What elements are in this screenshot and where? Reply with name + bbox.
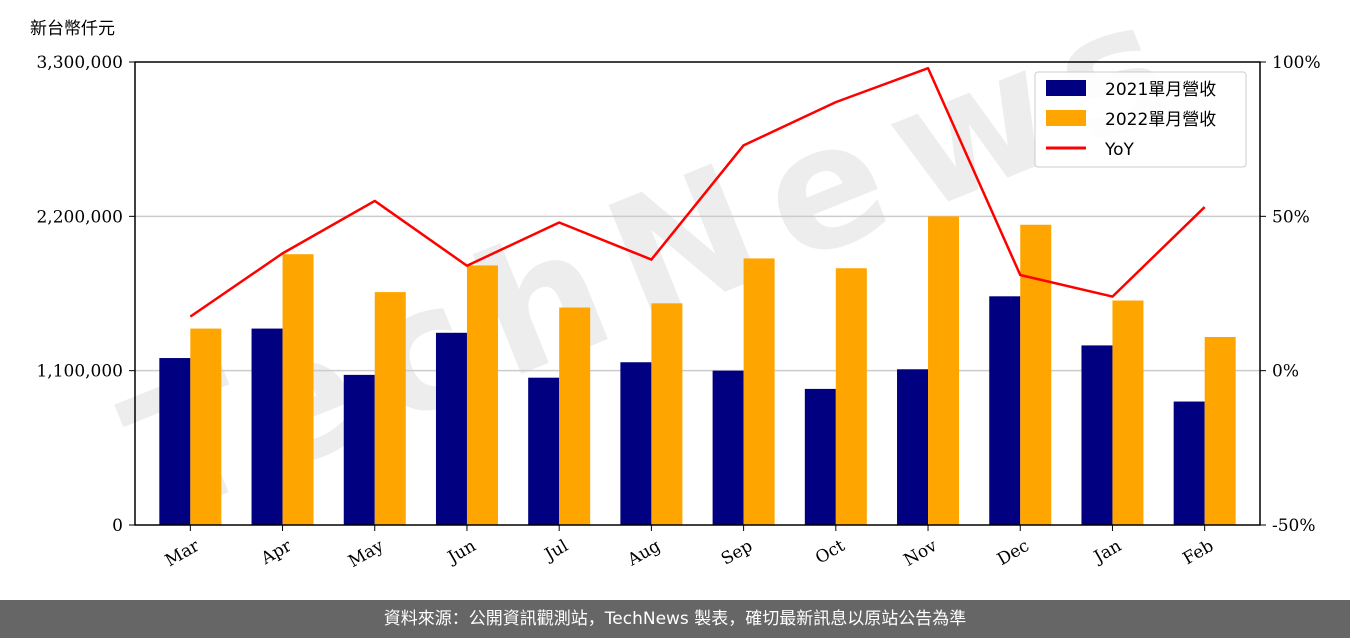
yoy-line: [189, 66, 1206, 318]
x-tick-label: Sep: [718, 536, 756, 570]
plot-frame: [134, 61, 1261, 526]
legend-swatch-2021: [1046, 80, 1086, 96]
legend-label-2021: 2021單月營收: [1105, 80, 1216, 100]
x-tick-label: Jan: [1089, 536, 1125, 568]
x-tick-label: Jun: [443, 536, 480, 569]
legend-label-yoy: YoY: [1104, 140, 1135, 160]
x-tick-label: Jul: [540, 536, 572, 566]
x-tick-label: Apr: [257, 536, 296, 570]
y2-tick-label: 0%: [1272, 362, 1299, 382]
bar-2021-nov: [897, 369, 929, 525]
bar-2021-aug: [620, 362, 652, 525]
y-tick-label: 1,100,000: [36, 362, 123, 382]
y-tick-label: 2,200,000: [36, 207, 123, 227]
yoy-line-layer: [189, 66, 1206, 318]
bar-2021-mar: [159, 358, 191, 525]
revenue-chart: TechNews 01,100,0002,200,0003,300,000-50…: [36, 0, 1321, 572]
bar-2021-apr: [251, 328, 283, 525]
bar-2022-nov: [928, 216, 960, 526]
bar-2022-jul: [559, 307, 591, 525]
y-tick-label: 3,300,000: [36, 53, 123, 73]
unit-label: 新台幣仟元: [30, 19, 115, 39]
y2-tick-label: 100%: [1272, 53, 1321, 73]
legend: 2021單月營收 2022單月營收 YoY: [1034, 71, 1247, 168]
bar-2022-sep: [743, 258, 775, 525]
bar-2022-jun: [466, 265, 498, 525]
bar-2021-sep: [712, 370, 744, 525]
x-tick-label: May: [345, 536, 388, 572]
bar-2021-dec: [989, 296, 1021, 525]
x-tick-label: Nov: [900, 536, 940, 571]
bar-2021-jan: [1081, 345, 1113, 525]
x-tick-label: Feb: [1180, 536, 1218, 569]
bar-2022-oct: [835, 268, 867, 525]
x-tick-label: Dec: [994, 536, 1033, 570]
x-tick-label: Oct: [812, 536, 848, 569]
x-tick-label: Aug: [623, 536, 664, 571]
bar-2022-dec: [1020, 224, 1052, 525]
bar-2021-feb: [1173, 401, 1205, 525]
source-footer: 資料來源：公開資訊觀測站，TechNews 製表，確切最新訊息以原站公告為準: [0, 600, 1350, 638]
bar-2022-jan: [1112, 300, 1144, 525]
bar-2021-jun: [435, 332, 467, 525]
legend-label-2022: 2022單月營收: [1105, 110, 1216, 130]
bar-2022-feb: [1204, 336, 1236, 525]
bar-2022-apr: [282, 254, 314, 525]
y-tick-label: 0: [112, 516, 123, 536]
bar-2021-may: [343, 374, 375, 525]
bar-2021-oct: [804, 388, 836, 525]
bar-2022-mar: [190, 328, 222, 525]
legend-box: [1034, 71, 1247, 168]
y2-tick-label: -50%: [1272, 516, 1316, 536]
gridlines: [135, 215, 1260, 372]
bars: [159, 216, 1236, 526]
legend-swatch-2022: [1046, 110, 1086, 126]
y2-tick-label: 50%: [1272, 207, 1310, 227]
bar-2022-aug: [651, 303, 683, 525]
bar-2021-jul: [528, 377, 560, 525]
bar-2022-may: [374, 292, 406, 525]
